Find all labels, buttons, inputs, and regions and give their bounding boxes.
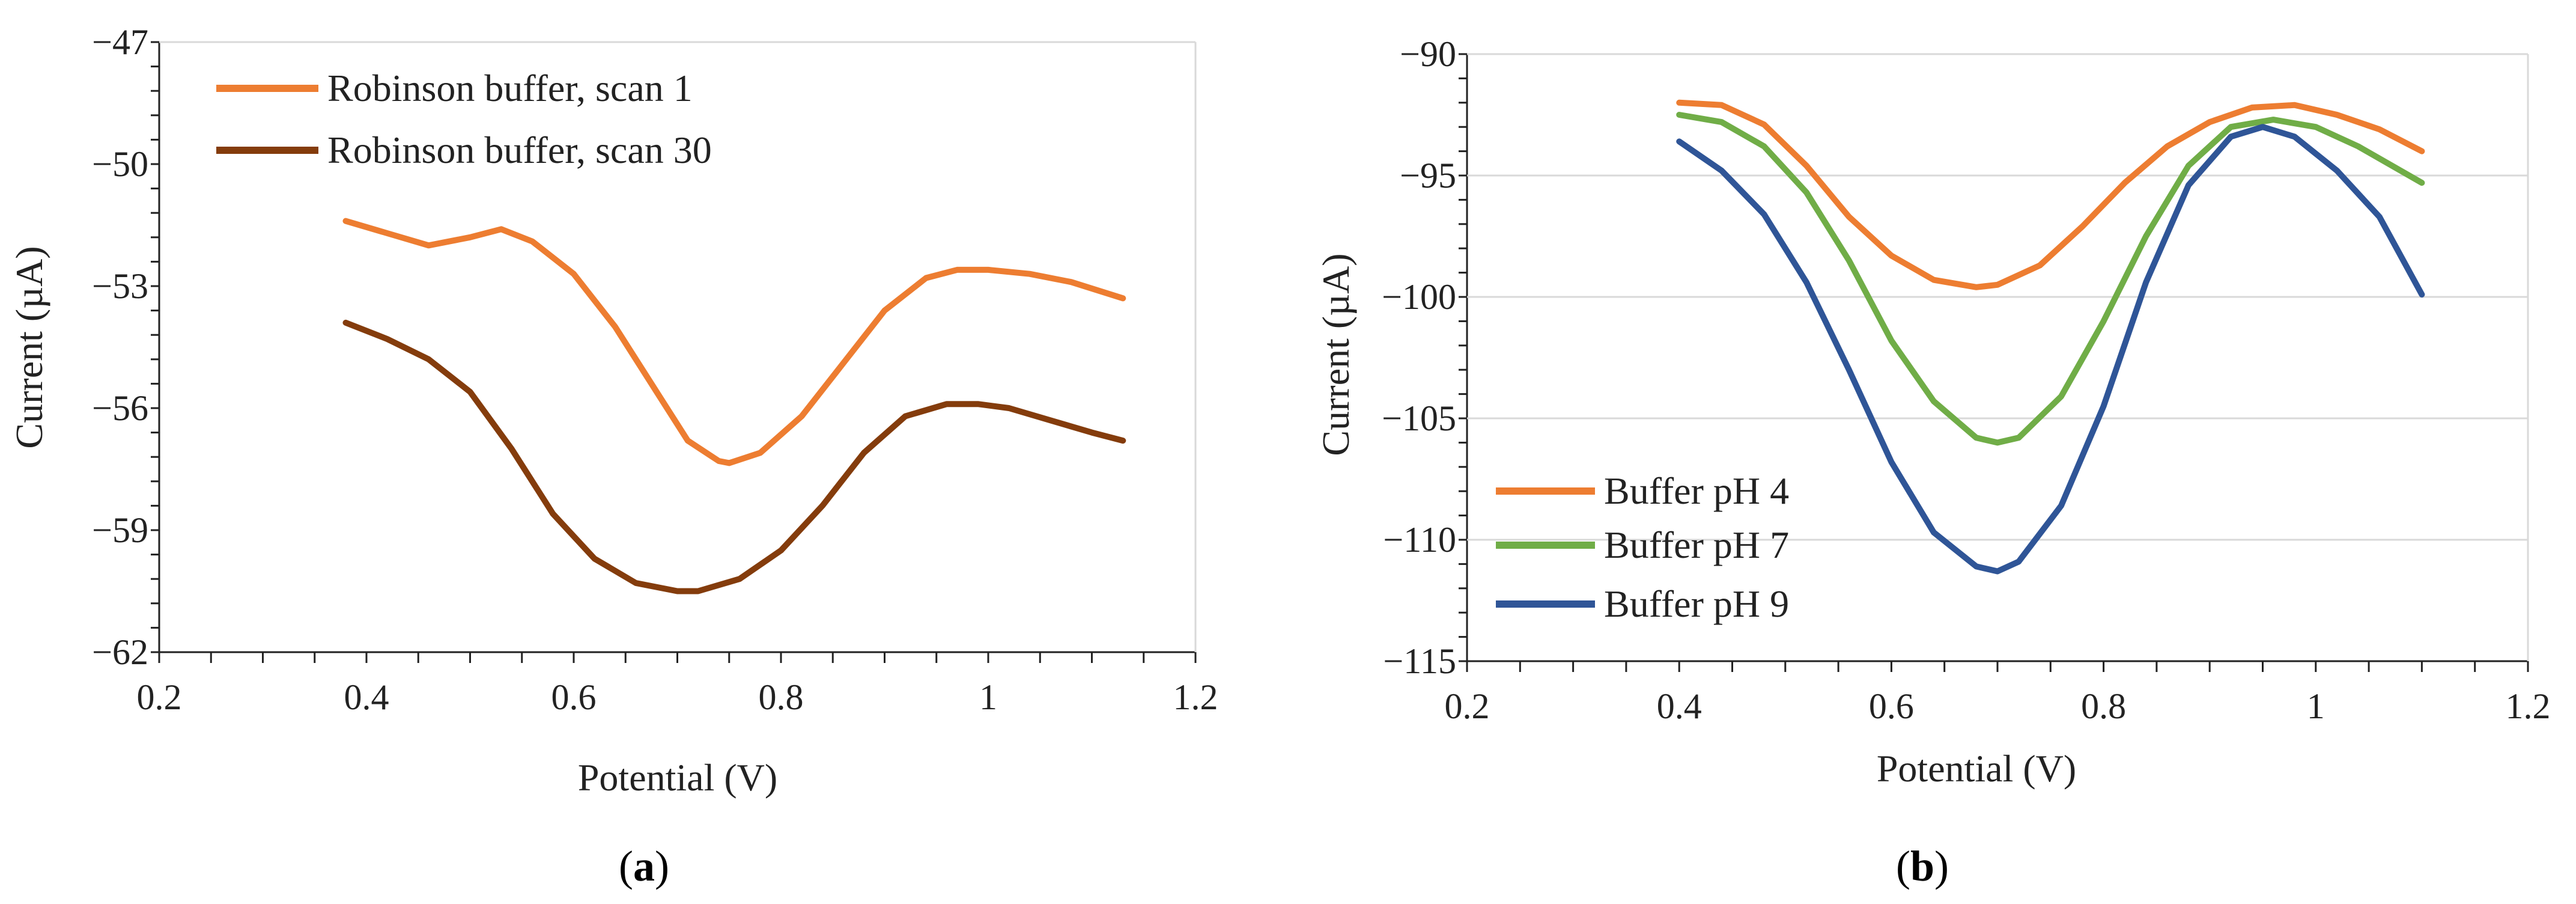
x-tick-label: 0.2 (137, 677, 182, 717)
y-tick-label: −110 (1383, 520, 1456, 560)
x-tick-label: 0.4 (344, 677, 389, 717)
y-tick-label: −47 (92, 22, 148, 62)
caption-a: (a) (619, 842, 669, 890)
x-tick-label: 0.8 (759, 677, 804, 717)
y-ticks: −62 −59 −56 −53 −50 −47 (92, 22, 159, 672)
series-line-1 (1676, 99, 2425, 290)
y-tick-label: −50 (92, 144, 148, 184)
x-tick-label: 1.2 (1173, 677, 1218, 717)
legend-label-ph9: Buffer pH 9 (1604, 582, 1789, 625)
y-tick-label: −62 (92, 632, 148, 672)
legend-label-ph4: Buffer pH 4 (1604, 469, 1789, 512)
y-tick-label: −95 (1400, 156, 1456, 195)
series-line-3 (1676, 124, 2425, 575)
series-line-1 (342, 218, 1126, 466)
legend: Buffer pH 4 Buffer pH 7 Buffer pH 9 (1496, 469, 1789, 625)
caption-b: (b) (1896, 842, 1949, 890)
series-lines (1676, 99, 2425, 575)
y-tick-label: −105 (1382, 399, 1456, 438)
y-tick-label: −100 (1382, 277, 1456, 317)
y-tick-label: −59 (92, 510, 148, 550)
y-axis-label: Current (µA) (1314, 253, 1357, 456)
x-tick-label: 0.6 (551, 677, 597, 717)
x-axis-label: Potential (V) (1877, 747, 2076, 790)
series-lines (342, 218, 1126, 594)
series-line-2 (1676, 112, 2425, 446)
chart-panel-b: 0.2 0.4 0.6 0.8 1 1.2 −115−110−105−100−95−90 … (1314, 34, 2551, 890)
y-tick-label: −53 (92, 266, 148, 306)
y-tick-label: −90 (1400, 34, 1456, 74)
y-axis-label: Current (µA) (8, 246, 50, 448)
x-axis-label: Potential (V) (578, 756, 777, 799)
x-tick-label: 0.2 (1445, 686, 1490, 726)
gridlines (1467, 53, 2529, 661)
x-tick-label: 0.4 (1657, 686, 1702, 726)
x-tick-label: 0.6 (1869, 686, 1914, 726)
y-ticks: −115 −110 −105 −100 −95 −90 (1382, 34, 1467, 681)
gridlines (159, 41, 1197, 652)
series-line-2 (342, 319, 1126, 594)
chart-panel-a: 0.2 0.4 0.6 0.8 1 1.2 −62 −59 −56 −53 −50 −47 Pote… (8, 22, 1218, 890)
legend-label-ph7: Buffer pH 7 (1604, 524, 1789, 566)
y-tick-label: −56 (92, 388, 148, 428)
x-ticks: 0.2 0.4 0.6 0.8 1 1.2 (137, 652, 1218, 717)
x-tick-label: 1 (2307, 686, 2325, 726)
legend-label-scan-1: Robinson buffer, scan 1 (327, 67, 693, 109)
y-tick-label: −115 (1383, 641, 1456, 681)
x-ticks: 0.2 0.4 0.6 0.8 1 1.2 (1445, 661, 2551, 726)
x-tick-label: 1.2 (2506, 686, 2551, 726)
x-tick-label: 0.8 (2081, 686, 2126, 726)
legend-label-scan-30: Robinson buffer, scan 30 (327, 129, 712, 171)
legend: Robinson buffer, scan 1 Robinson buffer,… (216, 67, 712, 171)
x-tick-label: 1 (979, 677, 997, 717)
